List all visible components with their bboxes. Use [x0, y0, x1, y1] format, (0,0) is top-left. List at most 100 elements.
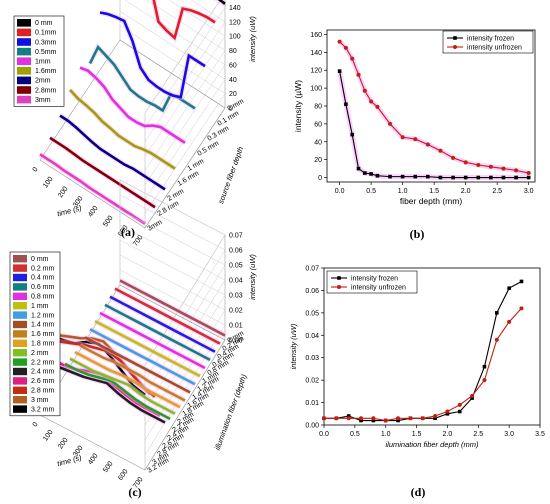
y-tick-label: 2.8 mm	[157, 200, 181, 218]
legend-swatch	[13, 396, 27, 404]
series-ribbon-8	[39, 153, 146, 225]
data-point	[322, 416, 326, 421]
legend-entry: 0.4 mm	[31, 275, 55, 282]
y-tick-label: 0.07	[305, 266, 319, 273]
data-point	[514, 175, 518, 180]
data-point	[457, 402, 462, 407]
legend-swatch	[13, 311, 27, 319]
data-point	[507, 286, 511, 290]
z-tick-label: 0.02	[229, 308, 243, 315]
data-point	[470, 396, 474, 400]
y-tick-label: 0.1 mm	[217, 110, 241, 128]
data-point	[388, 121, 393, 126]
data-point	[445, 411, 450, 416]
data-point	[396, 418, 400, 423]
legend-swatch	[17, 47, 31, 56]
series-ribbon-10	[69, 357, 176, 415]
legend-entry: intensity frozen	[467, 36, 514, 43]
data-point	[489, 175, 493, 180]
y-tick-label: 0.06	[305, 288, 319, 295]
z-tick-label: 60	[229, 62, 237, 69]
data-point	[451, 175, 455, 180]
series-line-1	[339, 41, 529, 174]
series-ribbon-4	[79, 66, 186, 144]
legend-entry: 2 mm	[31, 350, 49, 357]
x-tick-label: 2.5	[492, 188, 502, 195]
data-point	[359, 418, 363, 423]
data-point	[383, 418, 388, 423]
x-tick-label: 3.0	[524, 188, 534, 195]
series-ribbon-5	[69, 88, 176, 170]
y-tick-label: 0.01	[305, 400, 319, 407]
x-tick-label: 400	[87, 452, 99, 466]
y-tick-label: 3mm	[147, 219, 164, 233]
data-point	[514, 168, 519, 173]
legend-marker	[337, 285, 341, 289]
legend-swatch	[13, 339, 27, 347]
data-point	[356, 166, 361, 171]
z-tick-label: 0.01	[229, 323, 243, 330]
series-ribbon-7	[84, 336, 191, 394]
data-point	[408, 416, 413, 421]
data-point	[433, 416, 437, 421]
data-point	[488, 164, 493, 169]
x-tick-label: 1.0	[381, 431, 391, 438]
data-point	[371, 416, 376, 421]
data-point	[433, 414, 438, 419]
y-tick-label: 40	[314, 139, 322, 146]
legend-box	[442, 30, 534, 54]
z-gridline	[119, 194, 226, 381]
legend-swatch	[17, 67, 31, 75]
legend-entry: 2.8mm	[35, 87, 57, 94]
legend-swatch	[13, 292, 27, 300]
data-point	[400, 135, 405, 140]
data-point	[457, 409, 462, 414]
z-gridline	[119, 224, 226, 411]
panel-d-line-chart: 0.0 0.5 1.0 1.5 2.0 2.5 3.0 3.5 0.00 0.01 0.02 0.03…	[289, 266, 545, 450]
series-line-0	[339, 71, 529, 179]
x-tick-label: 2.0	[443, 431, 453, 438]
data-point	[369, 172, 373, 176]
z-tick-label: 120	[229, 19, 241, 26]
data-point	[356, 72, 361, 77]
x-tick-label: 100	[42, 429, 54, 443]
legend-entry: 3 mm	[31, 397, 49, 404]
legend-entry: 0.8 mm	[31, 294, 55, 301]
z-tick-label: 0	[229, 106, 233, 113]
z-axis-label: intensity (uW)	[248, 16, 257, 62]
series-ribbon-1	[114, 287, 221, 345]
z-tick-label: 0.03	[229, 293, 243, 300]
y-tick-label: 20	[314, 157, 322, 164]
z-gridline	[144, 0, 226, 128]
data-point	[363, 171, 367, 175]
series-ribbon-6	[89, 328, 196, 386]
series-ribbon-9	[74, 350, 181, 409]
series-ribbon-2	[109, 295, 216, 353]
series-ribbon-0	[119, 279, 226, 337]
data-point	[337, 69, 342, 73]
z-gridline	[144, 0, 226, 142]
data-point	[463, 175, 468, 180]
data-point	[346, 414, 351, 418]
y-tick-label: 0.02	[305, 378, 319, 385]
y-tick-label: 0.00	[305, 423, 319, 430]
legend-swatch	[13, 367, 27, 376]
y-tick-label: 0.5 mm	[197, 140, 221, 158]
data-point	[482, 378, 487, 383]
x-tick-label: 0.5	[366, 188, 376, 195]
legend-entry: 2mm	[35, 78, 51, 85]
legend-entry: 2.2 mm	[31, 359, 55, 366]
z-axis-label: intensity (uW)	[248, 254, 257, 300]
z-tick-label: 80	[229, 48, 237, 55]
series-ribbon-12	[59, 366, 166, 424]
data-point	[375, 173, 380, 178]
floor	[39, 39, 226, 229]
legend-entry: 0.6 mm	[31, 284, 55, 291]
data-point	[359, 416, 364, 421]
data-point	[396, 416, 401, 421]
legend-entry: 1.6 mm	[31, 331, 55, 338]
y-tick-label: 0.04	[305, 333, 319, 340]
data-point	[438, 148, 443, 153]
series-ribbon-4	[99, 311, 206, 370]
z-gridline	[119, 25, 226, 214]
